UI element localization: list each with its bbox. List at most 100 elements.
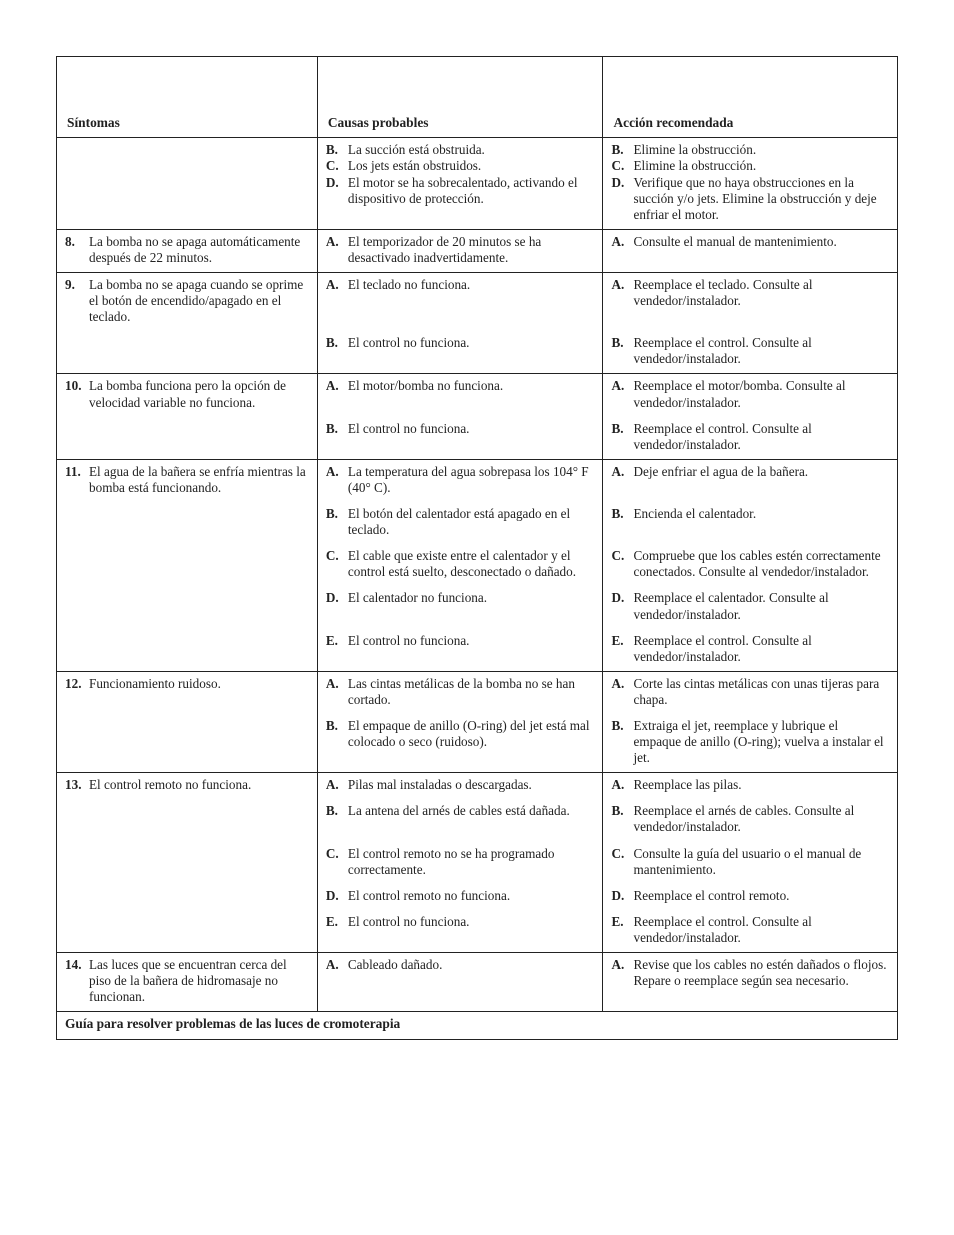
- table-row: 9.La bomba no se apaga cuando se oprime …: [57, 273, 897, 332]
- cause-marker: B.: [326, 335, 348, 351]
- action-text: Reemplace el control. Consulte al vended…: [633, 421, 889, 453]
- symptom-text: El control remoto no funciona.: [89, 777, 309, 793]
- cause-item: C.Los jets están obstruidos.: [326, 158, 595, 174]
- cause-item: E.El control no funciona.: [326, 914, 595, 930]
- symptom-text: La bomba no se apaga cuando se oprime el…: [89, 277, 309, 325]
- action-item: A.Reemplace el teclado. Consulte al vend…: [611, 277, 889, 309]
- cause-item: A.El temporizador de 20 minutos se ha de…: [326, 234, 595, 266]
- action-marker: A.: [611, 777, 633, 793]
- table-row: C.El cable que existe entre el calentado…: [57, 544, 897, 586]
- action-item: C.Elimine la obstrucción.: [611, 158, 889, 174]
- action-text: Reemplace las pilas.: [633, 777, 889, 793]
- cause-text: El control remoto no funciona.: [348, 888, 595, 904]
- action-text: Reemplace el motor/bomba. Consulte al ve…: [633, 378, 889, 410]
- table-row: 13.El control remoto no funciona.A.Pilas…: [57, 773, 897, 800]
- cause-cell: B.El control no funciona.: [317, 417, 603, 460]
- cause-item: D.El calentador no funciona.: [326, 590, 595, 606]
- symptom-cell: [57, 331, 317, 374]
- action-cell: B.Encienda el calentador.: [603, 502, 897, 544]
- action-text: Reemplace el calentador. Consulte al ven…: [633, 590, 889, 622]
- cause-cell: B.El botón del calentador está apagado e…: [317, 502, 603, 544]
- cause-cell: C.El cable que existe entre el calentado…: [317, 544, 603, 586]
- action-text: Reemplace el control. Consulte al vended…: [633, 633, 889, 665]
- cause-text: El empaque de anillo (O-ring) del jet es…: [348, 718, 595, 750]
- action-text: Extraiga el jet, reemplace y lubrique el…: [633, 718, 889, 766]
- action-marker: B.: [611, 421, 633, 453]
- cause-text: El calentador no funciona.: [348, 590, 595, 606]
- cause-marker: A.: [326, 957, 348, 973]
- symptom-cell: [57, 544, 317, 586]
- symptom-item: 8.La bomba no se apaga automáticamente d…: [65, 234, 309, 266]
- action-marker: D.: [611, 590, 633, 622]
- symptom-cell: [57, 586, 317, 628]
- cause-cell: A.El motor/bomba no funciona.: [317, 374, 603, 417]
- header-causes: Causas probables: [317, 57, 603, 138]
- table-subheading-row: Guía para resolver problemas de las luce…: [57, 1012, 897, 1039]
- cause-cell: B.El empaque de anillo (O-ring) del jet …: [317, 714, 603, 773]
- action-cell: B.Elimine la obstrucción.C.Elimine la ob…: [603, 138, 897, 229]
- action-cell: B.Extraiga el jet, reemplace y lubrique …: [603, 714, 897, 773]
- cause-item: A.La temperatura del agua sobrepasa los …: [326, 464, 595, 496]
- table-row: 14.Las luces que se encuentran cerca del…: [57, 953, 897, 1012]
- action-text: Consulte el manual de mantenimiento.: [633, 234, 889, 250]
- cause-text: El motor se ha sobrecalentado, activando…: [348, 175, 595, 207]
- cause-marker: D.: [326, 590, 348, 606]
- action-cell: A.Deje enfriar el agua de la bañera.: [603, 459, 897, 502]
- symptom-cell: 10.La bomba funciona pero la opción de v…: [57, 374, 317, 417]
- table-row: 10.La bomba funciona pero la opción de v…: [57, 374, 897, 417]
- cause-cell: A.El teclado no funciona.: [317, 273, 603, 332]
- action-text: Elimine la obstrucción.: [633, 142, 889, 158]
- cause-cell: E.El control no funciona.: [317, 910, 603, 953]
- cause-item: B.El empaque de anillo (O-ring) del jet …: [326, 718, 595, 750]
- action-item: D.Reemplace el calentador. Consulte al v…: [611, 590, 889, 622]
- table-row: B.El control no funciona.B.Reemplace el …: [57, 331, 897, 374]
- action-text: Deje enfriar el agua de la bañera.: [633, 464, 889, 480]
- action-text: Revise que los cables no estén dañados o…: [633, 957, 889, 989]
- symptom-cell: [57, 842, 317, 884]
- cause-item: A.El teclado no funciona.: [326, 277, 595, 293]
- symptom-cell: [57, 884, 317, 910]
- action-cell: B.Reemplace el control. Consulte al vend…: [603, 417, 897, 460]
- cause-item: C.El cable que existe entre el calentado…: [326, 548, 595, 580]
- action-text: Compruebe que los cables estén correctam…: [633, 548, 889, 580]
- action-cell: A.Reemplace las pilas.: [603, 773, 897, 800]
- action-item: A.Revise que los cables no estén dañados…: [611, 957, 889, 989]
- table-row: B.La antena del arnés de cables está dañ…: [57, 799, 897, 841]
- action-text: Reemplace el teclado. Consulte al vended…: [633, 277, 889, 309]
- cause-marker: C.: [326, 158, 348, 174]
- cause-cell: E.El control no funciona.: [317, 629, 603, 672]
- action-marker: C.: [611, 548, 633, 580]
- cause-text: La succión está obstruida.: [348, 142, 595, 158]
- cause-text: El control no funciona.: [348, 633, 595, 649]
- action-marker: A.: [611, 464, 633, 480]
- cause-cell: C.El control remoto no se ha programado …: [317, 842, 603, 884]
- action-item: B.Extraiga el jet, reemplace y lubrique …: [611, 718, 889, 766]
- action-item: A.Corte las cintas metálicas con unas ti…: [611, 676, 889, 708]
- table-row: 12.Funcionamiento ruidoso.A.Las cintas m…: [57, 671, 897, 714]
- symptom-item: 10.La bomba funciona pero la opción de v…: [65, 378, 309, 410]
- cause-cell: D.El calentador no funciona.: [317, 586, 603, 628]
- cause-text: La antena del arnés de cables está dañad…: [348, 803, 595, 819]
- cause-text: Cableado dañado.: [348, 957, 595, 973]
- action-cell: D.Reemplace el control remoto.: [603, 884, 897, 910]
- cause-cell: B.La succión está obstruida.C.Los jets e…: [317, 138, 603, 229]
- action-text: Elimine la obstrucción.: [633, 158, 889, 174]
- cause-cell: A.Cableado dañado.: [317, 953, 603, 1012]
- cause-text: El control remoto no se ha programado co…: [348, 846, 595, 878]
- action-item: C.Compruebe que los cables estén correct…: [611, 548, 889, 580]
- symptom-item: 13.El control remoto no funciona.: [65, 777, 309, 793]
- action-item: B.Reemplace el control. Consulte al vend…: [611, 335, 889, 367]
- symptom-marker: 14.: [65, 957, 89, 1005]
- action-item: A.Deje enfriar el agua de la bañera.: [611, 464, 889, 480]
- symptom-item: 12.Funcionamiento ruidoso.: [65, 676, 309, 692]
- troubleshooting-table: Síntomas Causas probables Acción recomen…: [57, 57, 897, 1039]
- action-marker: C.: [611, 158, 633, 174]
- action-item: B.Reemplace el control. Consulte al vend…: [611, 421, 889, 453]
- symptom-marker: 11.: [65, 464, 89, 496]
- cause-cell: A.La temperatura del agua sobrepasa los …: [317, 459, 603, 502]
- table-row: 11.El agua de la bañera se enfría mientr…: [57, 459, 897, 502]
- table-row: B.El botón del calentador está apagado e…: [57, 502, 897, 544]
- cause-item: A.Cableado dañado.: [326, 957, 595, 973]
- symptom-marker: 10.: [65, 378, 89, 410]
- cause-item: B.La antena del arnés de cables está dañ…: [326, 803, 595, 819]
